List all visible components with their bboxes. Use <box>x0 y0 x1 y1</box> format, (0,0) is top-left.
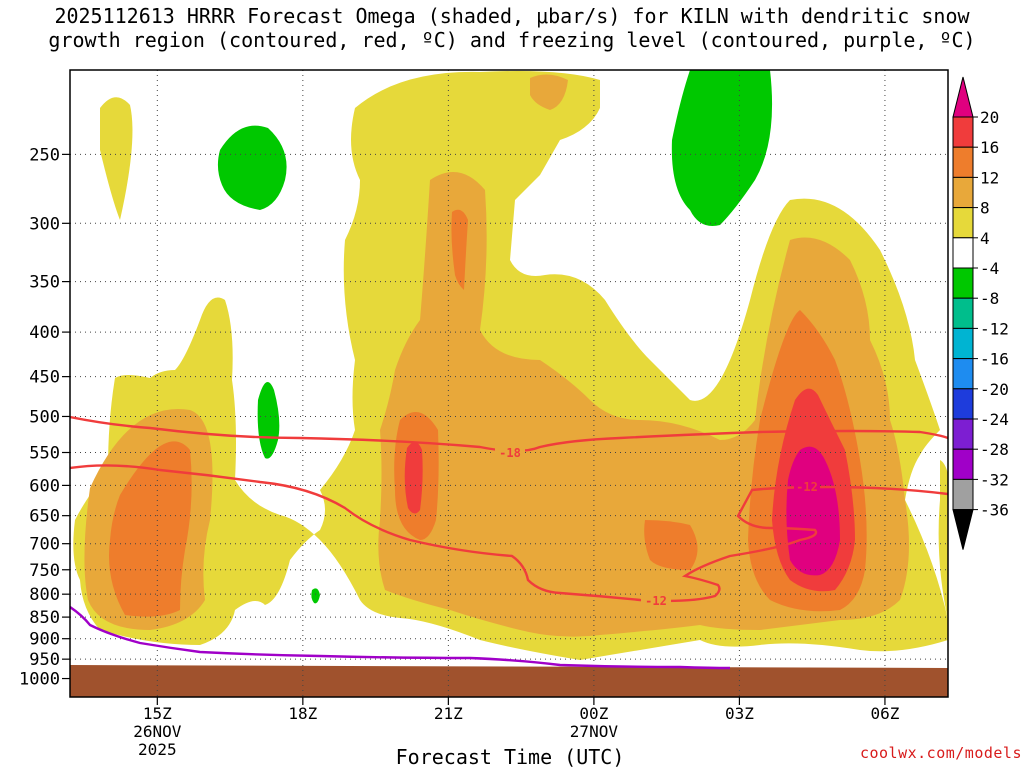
y-tick-label: 850 <box>29 608 60 628</box>
colorbar-label: -16 <box>980 350 1009 369</box>
dendritic-contour-minus18 <box>70 415 948 453</box>
colorbar-swatch <box>952 237 974 269</box>
y-tick-label: 650 <box>29 507 60 527</box>
colorbar-label: -24 <box>980 410 1009 429</box>
colorbar-label: 16 <box>980 138 999 157</box>
colorbar-swatch <box>952 207 974 239</box>
colorbar-swatch <box>952 478 974 511</box>
colorbar-swatch <box>952 116 974 148</box>
y-tick-label: 450 <box>29 368 60 388</box>
y-tick-label: 750 <box>29 561 60 581</box>
x-tick-year: 2025 <box>138 740 177 759</box>
chart-title-line-1: 2025112613 HRRR Forecast Omega (shaded, … <box>54 4 970 28</box>
y-tick-label: 900 <box>29 630 60 650</box>
colorbar-label: -4 <box>980 259 999 278</box>
colorbar: 20 16 12 8 4 -4 -8 -12 -16 -20 -24 -28 -32 -36 <box>952 76 1009 550</box>
colorbar-label: -8 <box>980 289 999 308</box>
ground-region <box>70 665 948 697</box>
y-tick-label: 1000 <box>19 670 60 690</box>
y-tick-label: 300 <box>29 214 60 234</box>
dendritic-contour-minus12 <box>70 464 948 603</box>
colorbar-label: 4 <box>980 229 990 248</box>
colorbar-swatch <box>952 448 974 480</box>
y-tick-label: 350 <box>29 273 60 293</box>
contours <box>70 415 948 670</box>
x-tick-label: 21Z <box>434 704 463 723</box>
x-tick-date: 27NOV <box>570 722 619 741</box>
chart-title: 2025112613 HRRR Forecast Omega (shaded, … <box>0 4 1024 52</box>
y-tick-label: 400 <box>29 323 60 343</box>
colorbar-swatch <box>952 146 974 178</box>
contour-label-minus12-upper: -12 <box>796 480 818 494</box>
credit-text: coolwx.com/models <box>859 744 1022 762</box>
colorbar-label: 12 <box>980 168 999 187</box>
y-tick-label: 950 <box>29 650 60 670</box>
y-tick-label: 600 <box>29 476 60 496</box>
x-tick-label: 15Z <box>143 704 172 723</box>
colorbar-swatch <box>952 327 974 360</box>
colorbar-swatch <box>952 358 974 390</box>
contour-label-minus18: -18 <box>499 446 521 460</box>
x-tick-label: 03Z <box>725 704 754 723</box>
colorbar-swatch <box>952 76 974 118</box>
colorbar-swatch <box>952 418 974 450</box>
colorbar-swatch <box>952 509 974 550</box>
colorbar-label: 20 <box>980 108 999 127</box>
plot-frame <box>69 69 949 698</box>
colorbar-swatch <box>952 176 974 209</box>
chart-title-line-2: growth region (contoured, red, ºC) and f… <box>48 28 976 52</box>
y-tick-label: 700 <box>29 535 60 555</box>
colorbar-label: -12 <box>980 319 1009 338</box>
colorbar-swatch <box>952 267 974 299</box>
colorbar-label: -28 <box>980 440 1009 459</box>
colorbar-swatch <box>952 388 974 420</box>
x-tick-date: 26NOV <box>133 722 182 741</box>
colorbar-swatch <box>952 297 974 329</box>
colorbar-label: -20 <box>980 380 1009 399</box>
x-axis-label: Forecast Time (UTC) <box>395 745 625 769</box>
omega-shading <box>70 70 948 697</box>
y-axis: 2503003504004505005506006507007508008509… <box>19 145 70 690</box>
y-tick-label: 550 <box>29 444 60 464</box>
freezing-level-contour <box>70 606 731 670</box>
omega-neg4-neg8-region <box>217 70 773 604</box>
x-tick-label: 18Z <box>288 704 317 723</box>
omega-20plus-region <box>786 446 840 576</box>
y-tick-label: 800 <box>29 585 60 605</box>
colorbar-label: -32 <box>980 470 1009 489</box>
x-tick-label: 06Z <box>870 704 899 723</box>
y-tick-label: 500 <box>29 407 60 427</box>
x-tick-label: 00Z <box>579 704 608 723</box>
colorbar-label: 8 <box>980 199 990 218</box>
colorbar-label: -36 <box>980 501 1009 520</box>
contour-label-minus12-lower: -12 <box>645 594 667 608</box>
y-tick-label: 250 <box>29 145 60 165</box>
contour-labels: -18 -12 -12 <box>495 444 820 608</box>
